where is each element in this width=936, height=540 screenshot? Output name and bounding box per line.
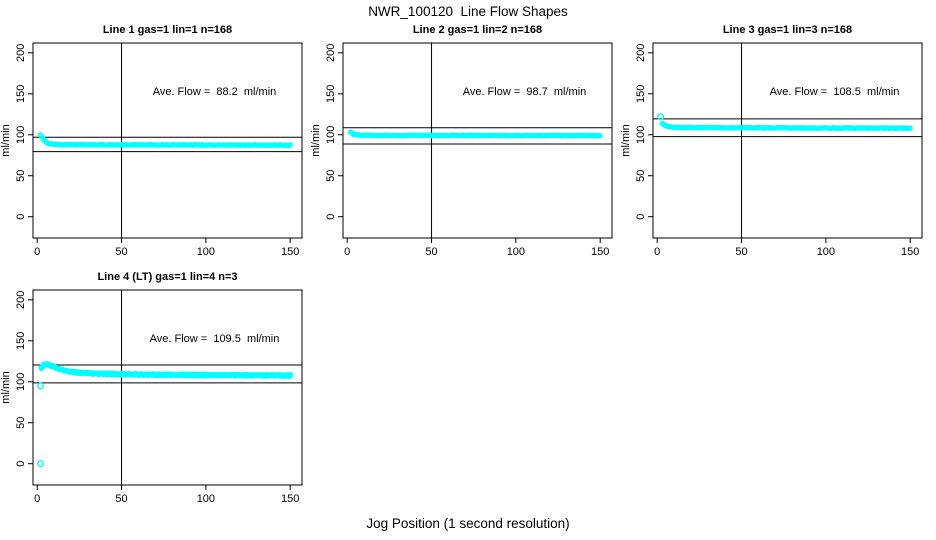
svg-text:50: 50 [15, 170, 27, 182]
svg-text:50: 50 [325, 170, 337, 182]
panel-line-4: 0 50 100 150 0 50 100 150 200 ml/min Line 4 (LT) … [0, 267, 312, 514]
svg-text:100: 100 [197, 246, 215, 258]
panel-title-line-3: Line 3 gas=1 lin=3 n=168 [722, 24, 853, 36]
plot-area-line-3-icon: 0 50 100 150 0 50 100 150 200 ml/min [620, 42, 923, 258]
svg-text:ml/min: ml/min [0, 371, 12, 403]
figure-title: NWR_100120 Line Flow Shapes [368, 4, 568, 19]
svg-text:50: 50 [735, 246, 747, 258]
svg-text:100: 100 [325, 126, 337, 144]
figure-xlabel: Jog Position (1 second resolution) [366, 516, 570, 531]
svg-text:200: 200 [635, 44, 647, 62]
svg-text:100: 100 [197, 493, 215, 505]
plot-area-line-4-icon: 0 50 100 150 0 50 100 150 200 ml/min [0, 289, 303, 505]
svg-text:ml/min: ml/min [310, 124, 322, 156]
svg-text:100: 100 [507, 246, 525, 258]
svg-text:50: 50 [425, 246, 437, 258]
panel-line-3: 0 50 100 150 0 50 100 150 200 ml/min Line 3 gas=1… [620, 20, 932, 267]
svg-text:100: 100 [817, 246, 835, 258]
panel-line-1: 0 50 100 150 0 50 100 150 200 ml/min Line 1 gas=1… [0, 20, 312, 267]
svg-text:0: 0 [654, 246, 660, 258]
plot-area-line-1-icon: 0 50 100 150 0 50 100 150 200 ml/min [0, 42, 303, 258]
svg-text:50: 50 [15, 417, 27, 429]
svg-text:0: 0 [15, 461, 27, 467]
ave-flow-annotation-line-3: Ave. Flow = 108.5 ml/min [769, 86, 900, 98]
svg-text:200: 200 [15, 44, 27, 62]
svg-text:200: 200 [15, 291, 27, 309]
panel-line-2: 0 50 100 150 0 50 100 150 200 ml/min Line 2 gas=1… [310, 20, 622, 267]
svg-text:150: 150 [15, 85, 27, 103]
svg-text:50: 50 [115, 246, 127, 258]
svg-text:0: 0 [34, 493, 40, 505]
ave-flow-annotation-line-4: Ave. Flow = 109.5 ml/min [149, 333, 280, 345]
svg-text:150: 150 [901, 246, 919, 258]
ave-flow-annotation-line-2: Ave. Flow = 98.7 ml/min [462, 86, 587, 98]
svg-text:100: 100 [635, 126, 647, 144]
panel-title-line-4: Line 4 (LT) gas=1 lin=4 n=3 [97, 271, 238, 283]
plot-area-line-2-icon: 0 50 100 150 0 50 100 150 200 ml/min [310, 42, 613, 258]
svg-text:0: 0 [325, 214, 337, 220]
svg-text:ml/min: ml/min [0, 124, 12, 156]
svg-text:0: 0 [15, 214, 27, 220]
panel-title-line-1: Line 1 gas=1 lin=1 n=168 [102, 24, 233, 36]
panel-title-line-2: Line 2 gas=1 lin=2 n=168 [412, 24, 543, 36]
svg-text:100: 100 [15, 373, 27, 391]
svg-text:0: 0 [635, 214, 647, 220]
svg-text:150: 150 [325, 85, 337, 103]
svg-text:0: 0 [34, 246, 40, 258]
svg-text:0: 0 [344, 246, 350, 258]
ave-flow-annotation-line-1: Ave. Flow = 88.2 ml/min [152, 86, 277, 98]
svg-text:150: 150 [591, 246, 609, 258]
svg-text:150: 150 [15, 332, 27, 350]
svg-text:50: 50 [635, 170, 647, 182]
svg-text:150: 150 [635, 85, 647, 103]
svg-text:150: 150 [281, 246, 299, 258]
svg-text:200: 200 [325, 44, 337, 62]
svg-text:50: 50 [115, 493, 127, 505]
svg-text:150: 150 [281, 493, 299, 505]
svg-text:100: 100 [15, 126, 27, 144]
svg-text:ml/min: ml/min [620, 124, 632, 156]
